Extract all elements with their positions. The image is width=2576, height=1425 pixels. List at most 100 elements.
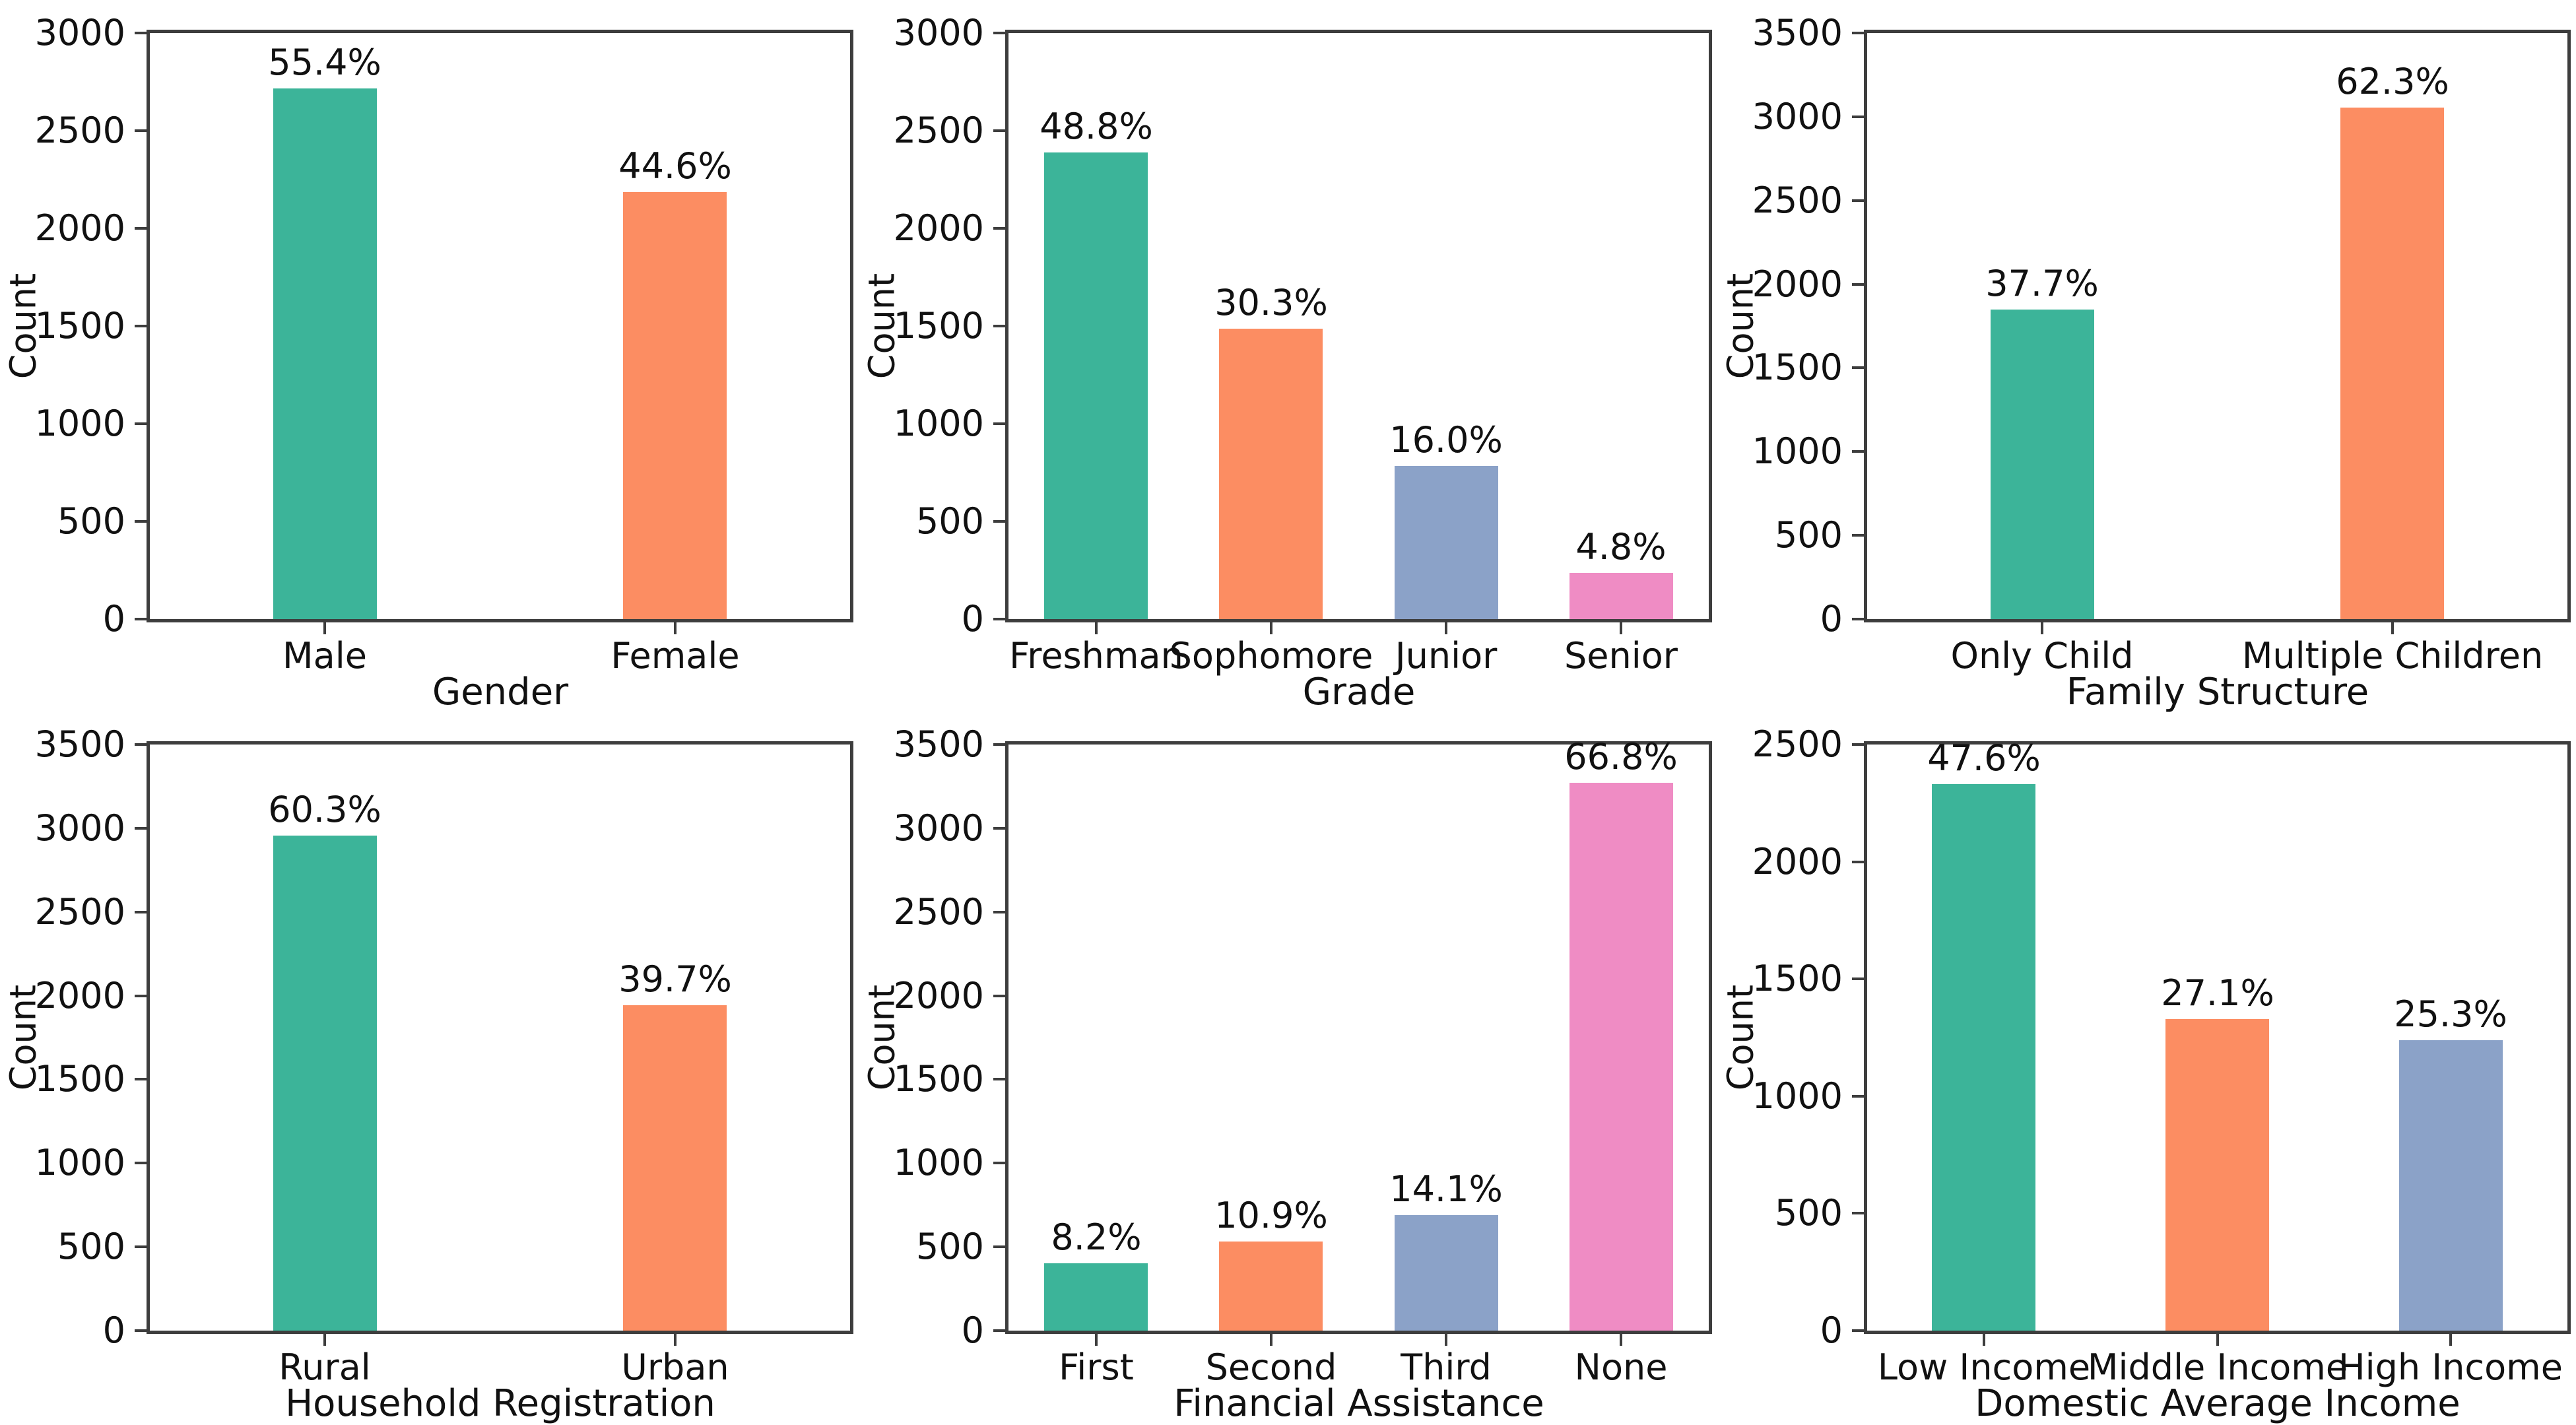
- y-tick-label: 0: [1820, 1309, 1843, 1351]
- bar-value-label: 30.3%: [1214, 282, 1328, 323]
- y-tick-label: 1000: [893, 1142, 984, 1183]
- y-tick-mark: [993, 911, 1005, 913]
- y-tick-mark: [1852, 116, 1864, 118]
- y-tick-label: 500: [57, 1226, 125, 1267]
- y-tick-mark: [135, 1162, 147, 1164]
- bar-value-label: 47.6%: [1927, 737, 2041, 779]
- y-tick-mark: [135, 129, 147, 132]
- bar-value-label: 4.8%: [1575, 526, 1667, 568]
- bar-value-label: 48.8%: [1040, 106, 1153, 147]
- bar: [1569, 573, 1673, 619]
- y-tick-label: 0: [961, 1309, 984, 1351]
- bar-value-label: 66.8%: [1564, 736, 1678, 778]
- y-tick-mark: [993, 1162, 1005, 1164]
- bar-value-label: 60.3%: [268, 789, 381, 830]
- bar: [1569, 783, 1673, 1331]
- y-tick-mark: [135, 422, 147, 425]
- subplot-family-structure: Count 37.7% 62.3% Family Structure 0 500 10…: [1717, 0, 2576, 713]
- y-tick-label: 500: [915, 500, 984, 542]
- x-tick-label: Male: [282, 635, 367, 677]
- y-tick-label: 0: [961, 598, 984, 640]
- y-tick-label: 1000: [34, 1142, 125, 1183]
- x-tick-label: Sophomore: [1169, 635, 1373, 677]
- x-tick-label: None: [1574, 1346, 1668, 1388]
- y-tick-mark: [135, 325, 147, 327]
- x-tick-label: Multiple Children: [2241, 635, 2544, 677]
- x-axis-title: Domestic Average Income: [1975, 1382, 2460, 1425]
- y-tick-mark: [1852, 861, 1864, 863]
- bar-value-label: 14.1%: [1389, 1168, 1503, 1210]
- y-tick-label: 1500: [34, 305, 125, 347]
- y-tick-mark: [1852, 450, 1864, 453]
- y-tick-mark: [993, 1245, 1005, 1248]
- y-tick-label: 500: [915, 1226, 984, 1267]
- x-tick-mark: [1095, 622, 1098, 634]
- y-tick-label: 2000: [34, 975, 125, 1016]
- bar: [1044, 1263, 1148, 1331]
- x-tick-mark: [1095, 1334, 1098, 1346]
- plot-area: 60.3% 39.7%: [147, 741, 853, 1334]
- x-tick-mark: [674, 1334, 677, 1346]
- bar-value-label: 39.7%: [618, 958, 732, 1000]
- y-tick-label: 500: [1774, 1192, 1843, 1234]
- y-tick-label: 1500: [893, 305, 984, 347]
- x-axis-title: Financial Assistance: [1173, 1382, 1544, 1425]
- y-tick-label: 1500: [1752, 958, 1843, 999]
- y-tick-mark: [993, 32, 1005, 34]
- x-tick-mark: [2391, 622, 2394, 634]
- y-tick-label: 2500: [893, 891, 984, 933]
- y-tick-label: 3500: [893, 723, 984, 765]
- y-tick-mark: [1852, 743, 1864, 746]
- x-tick-label: Rural: [279, 1346, 371, 1388]
- x-tick-label: Freshman: [1009, 635, 1183, 677]
- bar: [623, 192, 727, 619]
- y-tick-mark: [993, 129, 1005, 132]
- bar-value-label: 10.9%: [1214, 1195, 1328, 1236]
- x-tick-label: Only Child: [1950, 635, 2134, 677]
- y-tick-mark: [993, 1329, 1005, 1332]
- x-tick-mark: [2216, 1334, 2219, 1346]
- subplot-gender: Count 55.4% 44.6% Gender 0 500 1000 1500 2000…: [0, 0, 859, 713]
- x-tick-mark: [1270, 622, 1272, 634]
- bar: [1395, 1215, 1498, 1331]
- bar: [1044, 152, 1148, 619]
- y-tick-label: 0: [102, 598, 125, 640]
- x-tick-label: Second: [1205, 1346, 1337, 1388]
- y-tick-label: 3000: [1752, 96, 1843, 137]
- y-tick-label: 500: [1774, 514, 1843, 556]
- bar-value-label: 25.3%: [2394, 993, 2507, 1035]
- bar: [273, 88, 377, 619]
- y-tick-mark: [1852, 283, 1864, 286]
- y-tick-label: 1000: [893, 403, 984, 444]
- x-tick-label: Senior: [1564, 635, 1678, 677]
- y-tick-mark: [1852, 32, 1864, 34]
- y-tick-label: 0: [102, 1309, 125, 1351]
- y-tick-mark: [993, 995, 1005, 997]
- y-tick-label: 2500: [1752, 723, 1843, 765]
- y-tick-mark: [135, 32, 147, 34]
- bar-value-label: 62.3%: [2336, 61, 2449, 102]
- y-tick-label: 3000: [34, 807, 125, 849]
- y-tick-label: 2500: [1752, 180, 1843, 221]
- y-tick-mark: [1852, 1095, 1864, 1098]
- plot-area: 55.4% 44.6%: [147, 30, 853, 622]
- bar: [2340, 108, 2444, 619]
- bar: [1219, 329, 1323, 619]
- bar-value-label: 44.6%: [618, 145, 732, 187]
- y-tick-label: 1500: [34, 1058, 125, 1100]
- y-tick-label: 2000: [1752, 263, 1843, 305]
- y-tick-mark: [993, 520, 1005, 523]
- bar-value-label: 8.2%: [1051, 1216, 1142, 1258]
- x-tick-mark: [1620, 1334, 1622, 1346]
- y-tick-mark: [1852, 366, 1864, 369]
- x-tick-mark: [1445, 622, 1447, 634]
- bar-value-label: 16.0%: [1389, 419, 1503, 461]
- y-tick-mark: [1852, 618, 1864, 620]
- y-tick-label: 3000: [893, 12, 984, 53]
- y-tick-mark: [135, 520, 147, 523]
- y-tick-label: 3500: [34, 723, 125, 765]
- y-tick-label: 2500: [893, 110, 984, 151]
- x-tick-mark: [1983, 1334, 1985, 1346]
- y-tick-label: 2000: [34, 207, 125, 249]
- y-tick-mark: [993, 325, 1005, 327]
